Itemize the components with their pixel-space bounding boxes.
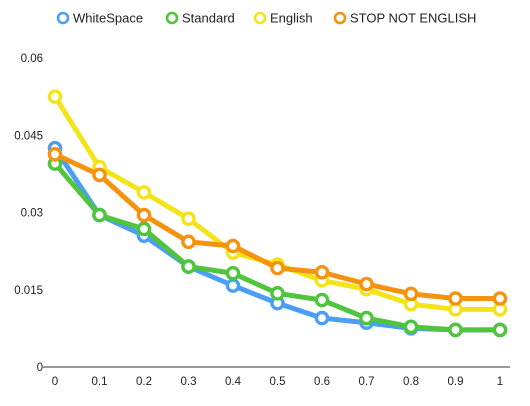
data-point-stop-not-english (492, 291, 508, 306)
x-tick-label: 0.6 (314, 376, 330, 388)
data-point-standard (492, 322, 508, 338)
legend-label-english: English (270, 11, 313, 26)
data-point-stop-not-english (270, 260, 285, 276)
y-tick-label: 0 (37, 362, 43, 374)
data-point-standard (181, 259, 196, 274)
legend-marker-standard (165, 11, 179, 25)
data-point-stop-not-english (314, 264, 330, 280)
legend-item-whitespace: WhiteSpace (56, 11, 143, 26)
legend-item-standard: Standard (165, 11, 235, 26)
data-point-english (136, 185, 152, 200)
data-point-whitespace (314, 310, 330, 326)
data-point-standard (359, 310, 374, 326)
legend-item-english: English (253, 11, 313, 26)
data-point-standard (92, 207, 107, 223)
legend-item-stop-not-english: STOP NOT ENGLISH (333, 11, 476, 26)
legend-marker-stop-not-english (333, 11, 347, 25)
series-standard (47, 156, 508, 338)
x-tick-label: 0.2 (136, 376, 152, 388)
x-tick-label: 0 (52, 376, 58, 388)
legend-label-standard: Standard (182, 11, 235, 26)
legend: WhiteSpace Standard English STOP NOT ENGLIS… (56, 11, 476, 26)
data-point-stop-not-english (136, 207, 152, 223)
data-point-english (181, 211, 196, 226)
data-point-whitespace (225, 278, 241, 293)
y-tick-label: 0.03 (21, 208, 43, 220)
series-english (47, 89, 508, 317)
data-point-stop-not-english (448, 291, 463, 306)
data-point-standard (225, 265, 241, 281)
series-layer (47, 89, 508, 338)
data-point-standard (403, 319, 419, 335)
series-line-english (52, 94, 503, 312)
data-point-standard (448, 322, 463, 338)
data-point-stop-not-english (181, 234, 196, 250)
data-point-standard (314, 292, 330, 308)
x-tick-label: 0.3 (181, 376, 197, 388)
x-tick-label: 0.8 (403, 376, 419, 388)
series-stop-not-english (47, 147, 508, 306)
data-point-standard (136, 221, 152, 237)
x-tick-label: 0.7 (359, 376, 375, 388)
data-point-english (47, 89, 63, 104)
x-tick-label: 0.1 (92, 376, 108, 388)
x-tick-label: 0.5 (270, 376, 286, 388)
legend-marker-english (253, 11, 267, 25)
data-point-stop-not-english (359, 276, 374, 292)
legend-marker-whitespace (56, 11, 70, 25)
data-point-stop-not-english (92, 167, 107, 183)
y-tick-label: 0.045 (14, 130, 43, 142)
y-axis-tick-labels: 0 0.015 0.03 0.045 0.06 (14, 53, 43, 374)
x-tick-label: 1 (497, 376, 503, 388)
data-point-standard (270, 286, 285, 301)
legend-label-stop-not-english: STOP NOT ENGLISH (350, 11, 476, 26)
data-point-stop-not-english (225, 238, 241, 254)
data-point-stop-not-english (403, 286, 419, 302)
data-point-stop-not-english (47, 147, 63, 162)
y-tick-label: 0.06 (21, 53, 43, 65)
y-tick-label: 0.015 (14, 285, 43, 297)
x-axis-tick-labels: 0 0.1 0.2 0.3 0.4 0.5 0.6 0.7 0.8 0.9 1 (52, 376, 503, 388)
legend-label-whitespace: WhiteSpace (73, 11, 143, 26)
x-tick-label: 0.4 (225, 376, 242, 388)
x-tick-label: 0.9 (448, 376, 464, 388)
